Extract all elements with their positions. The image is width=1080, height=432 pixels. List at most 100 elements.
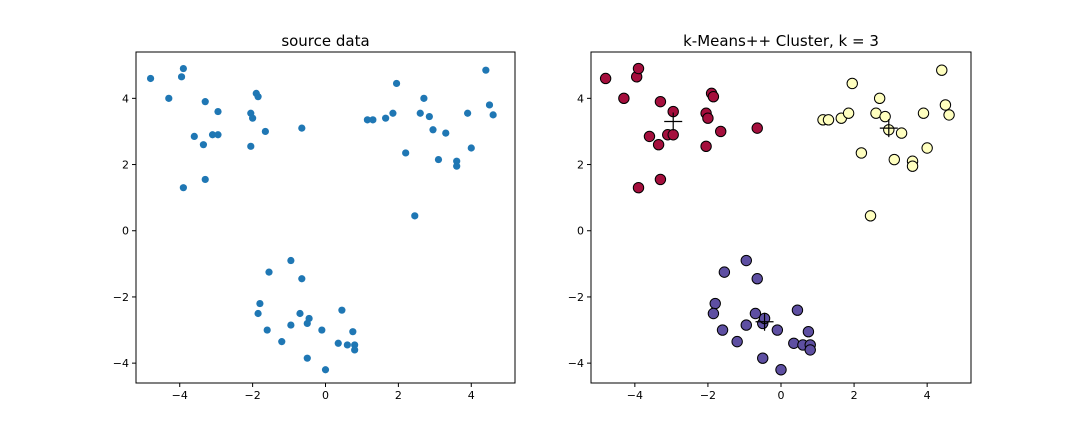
source-data-point (434, 155, 443, 164)
source-data-title: source data (281, 32, 369, 50)
source-data-point (179, 64, 187, 73)
kmeans-cluster-point-cluster-3 (757, 352, 769, 364)
source-data-point (343, 341, 351, 349)
kmeans-cluster-point-cluster-2 (888, 153, 900, 166)
source-data-point (254, 309, 262, 318)
source-data-point (249, 114, 257, 122)
source-data-point (351, 346, 359, 354)
source-data-point (402, 149, 410, 157)
kmeans-cluster-point-cluster-2 (855, 147, 868, 159)
kmeans-cluster-point-cluster-1 (715, 125, 727, 138)
source-data-y-tick-label: 4 (122, 92, 129, 105)
kmeans-cluster-point-cluster-1 (652, 138, 665, 151)
kmeans-cluster-x-tick-label: 0 (778, 389, 785, 402)
kmeans-cluster-point-cluster-2 (921, 142, 933, 154)
kmeans-cluster-point-cluster-1 (599, 72, 612, 85)
source-data-point (298, 275, 306, 283)
source-data-point (256, 299, 264, 308)
kmeans-cluster-point-cluster-3 (804, 344, 816, 356)
source-data-point (416, 109, 424, 117)
source-data-y-tick-label: −4 (113, 357, 129, 370)
kmeans-cluster-point-cluster-3 (731, 335, 743, 348)
source-data-point (247, 142, 255, 150)
kmeans-cluster-point-cluster-2 (842, 107, 855, 119)
kmeans-cluster-title: k-Means++ Cluster, k = 3 (683, 32, 879, 50)
source-data-y-tick-label: −2 (113, 291, 129, 304)
source-data-point (485, 101, 494, 109)
source-data-point (265, 268, 273, 276)
kmeans-cluster-point-cluster-1 (700, 140, 712, 153)
kmeans-cluster-point-cluster-2 (873, 92, 886, 105)
source-data-point (489, 111, 497, 119)
kmeans-cluster-point-cluster-3 (751, 273, 763, 285)
kmeans-cluster-point-cluster-2 (943, 109, 955, 121)
source-data-point (263, 326, 271, 334)
kmeans-cluster-point-cluster-3 (707, 307, 720, 320)
source-data-point (254, 93, 262, 101)
source-data-point (338, 306, 346, 314)
source-data-points (146, 64, 497, 374)
kmeans-cluster-point-cluster-3 (749, 307, 762, 320)
source-data-point (392, 79, 401, 88)
kmeans-cluster-point-cluster-1 (751, 122, 763, 134)
kmeans-cluster-y-tick-label: −4 (568, 357, 584, 370)
kmeans-cluster-point-cluster-3 (802, 325, 815, 338)
kmeans-cluster-x-tick-label: −2 (700, 389, 716, 402)
source-data-panel: source data −4 −2 0 2 4 −4 −2 0 2 4 (113, 32, 516, 402)
source-data-point (334, 339, 342, 347)
source-data-y-tick-label: 0 (122, 225, 129, 238)
kmeans-cluster-point-cluster-2 (917, 107, 930, 119)
kmeans-cluster-point-cluster-3 (709, 297, 721, 310)
kmeans-cluster-point-cluster-2 (822, 114, 835, 126)
kmeans-cluster-point-cluster-1 (643, 130, 656, 143)
source-data-point (208, 131, 217, 139)
kmeans-cluster-point-cluster-3 (791, 304, 804, 316)
source-data-point (467, 144, 475, 152)
source-data-point (453, 162, 461, 170)
source-data-point (305, 314, 313, 323)
kmeans-cluster-point-cluster-1 (632, 62, 645, 75)
kmeans-cluster-point-cluster-1 (632, 182, 645, 194)
source-data-point (199, 141, 208, 149)
source-data-ticks: −4 −2 0 2 4 −4 −2 0 2 4 (113, 92, 475, 402)
kmeans-cluster-points (599, 62, 955, 376)
source-data-point (201, 175, 209, 184)
source-data-x-tick-label: 0 (322, 389, 329, 402)
kmeans-cluster-y-tick-label: −2 (568, 291, 584, 304)
kmeans-cluster-point-cluster-2 (906, 160, 919, 172)
source-data-point (382, 114, 390, 122)
kmeans-cluster-point-cluster-3 (775, 364, 787, 376)
source-data-point (214, 131, 222, 139)
kmeans-cluster-panel: k-Means++ Cluster, k = 3 −4 −2 0 2 4 −4 −2 0 2 4 (568, 32, 972, 402)
kmeans-cluster-y-tick-label: 0 (577, 225, 584, 238)
source-data-point (425, 112, 433, 121)
kmeans-cluster-point-cluster-3 (771, 324, 784, 336)
kmeans-cluster-centroid-marker-2 (879, 119, 898, 138)
kmeans-cluster-x-tick-label: −4 (627, 389, 643, 402)
source-data-point (303, 354, 311, 362)
source-data-point (482, 66, 490, 74)
kmeans-cluster-point-cluster-1 (618, 92, 630, 105)
kmeans-cluster-point-cluster-3 (740, 254, 752, 267)
source-data-point (389, 109, 397, 117)
source-data-point (179, 184, 187, 192)
source-data-point (278, 338, 286, 346)
kmeans-cluster-point-cluster-3 (718, 266, 731, 278)
kmeans-cluster-point-cluster-3 (716, 324, 729, 336)
source-data-point (429, 126, 437, 134)
source-data-point (296, 309, 304, 318)
source-data-x-tick-label: 2 (395, 389, 402, 402)
source-data-point (464, 109, 472, 117)
kmeans-cluster-point-cluster-2 (895, 127, 908, 139)
kmeans-cluster-y-tick-label: 4 (577, 92, 584, 105)
kmeans-cluster-x-tick-label: 4 (924, 389, 931, 402)
source-data-point (298, 124, 306, 132)
kmeans-cluster-ticks: −4 −2 0 2 4 −4 −2 0 2 4 (568, 92, 931, 402)
source-data-point (411, 212, 419, 220)
source-data-point (287, 256, 295, 265)
source-data-point (214, 107, 222, 116)
kmeans-cluster-point-cluster-2 (864, 210, 877, 222)
kmeans-cluster-x-tick-label: 2 (851, 389, 858, 402)
source-data-y-tick-label: 2 (122, 159, 129, 172)
